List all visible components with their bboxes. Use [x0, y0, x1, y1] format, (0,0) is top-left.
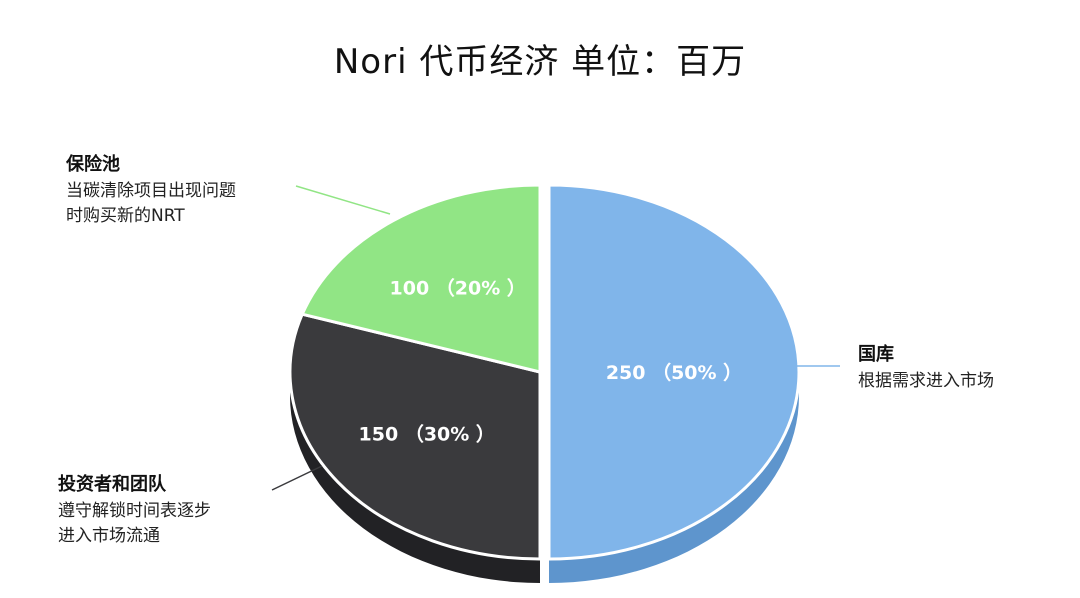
annotation-title: 国库 — [858, 343, 894, 365]
slice-treasury-side — [549, 372, 799, 583]
annotation-text: 时购买新的NRT — [66, 206, 185, 226]
pie-data-labels: 250 （50% ） 150 （30% ） 100 （20% ） — [359, 276, 743, 445]
slice-treasury — [547, 183, 801, 561]
annotation-title: 保险池 — [65, 153, 120, 175]
annotation-leader-line — [295, 185, 391, 215]
slice-value-label: 150 （30% ） — [359, 423, 495, 446]
slice-value-label: 100 （20% ） — [390, 276, 526, 299]
pie-tops — [288, 183, 801, 561]
slice-value-label: 250 （50% ） — [606, 361, 742, 384]
slice-investors-team-side — [290, 372, 540, 583]
pie-sides — [290, 372, 799, 583]
slice-insurance-pool — [300, 183, 542, 374]
chart-title: Nori 代币经济 单位：百万 — [333, 42, 747, 82]
annotation-text: 遵守解锁时间表逐步 — [58, 501, 211, 521]
annotation-text: 根据需求进入市场 — [858, 371, 994, 391]
slice-investors-team — [288, 312, 542, 561]
annotation-text: 进入市场流通 — [58, 526, 160, 546]
annotation-leader-line — [271, 465, 323, 491]
annotation-text: 当碳清除项目出现问题 — [66, 181, 236, 201]
annotation-title: 投资者和团队 — [58, 473, 167, 495]
